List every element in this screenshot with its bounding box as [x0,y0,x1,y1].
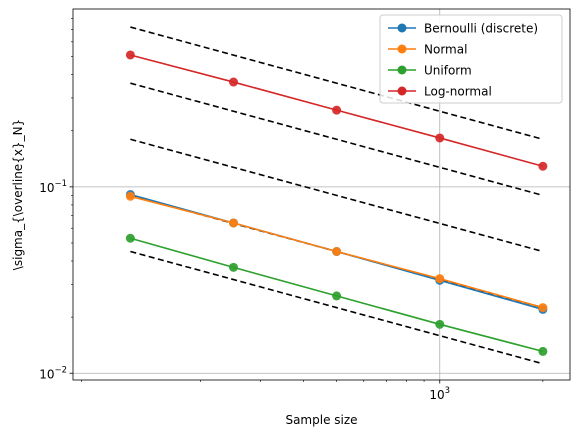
data-point [435,133,445,143]
data-point [229,218,239,228]
series-3 [125,233,548,356]
data-point [125,233,135,243]
legend-swatch-marker [397,86,407,96]
series-layer [125,50,548,356]
y-tick-exponent: −1 [54,179,67,189]
data-point [435,274,445,284]
data-point [229,262,239,272]
legend-label: Uniform [424,64,472,78]
data-point [435,319,445,329]
legend-box [379,14,563,104]
legend-entry: Normal [388,43,467,57]
axes-frame [72,8,571,381]
data-point [229,77,239,87]
y-axis-label: \sigma_{\overline{x}_N} [11,119,25,270]
data-point [538,303,548,313]
x-axis-label: Sample size [285,413,357,427]
data-point [538,161,548,171]
legend-label: Normal [424,43,467,57]
legend-entries: Bernoulli (discrete) Normal Uniform Log-nor… [388,22,538,99]
data-point [332,105,342,115]
series-2 [125,191,548,313]
data-point [332,246,342,256]
y-tick-exponent: −2 [54,365,67,375]
legend-entry: Uniform [388,64,472,78]
data-point [332,291,342,301]
legend-swatch-marker [397,23,407,33]
legend-label: Bernoulli (discrete) [424,22,538,36]
legend: Bernoulli (discrete) Normal Uniform Log-nor… [379,14,563,104]
data-point [125,50,135,60]
reference-line [130,250,544,365]
legend-entry: Log-normal [388,85,492,99]
legend-label: Log-normal [424,85,492,99]
reference-line [130,138,544,253]
legend-entry: Bernoulli (discrete) [388,22,538,36]
legend-swatch-marker [397,44,407,54]
legend-swatch-marker [397,65,407,75]
reference-line [130,26,544,141]
data-point [125,191,135,201]
reference-line [130,82,544,197]
x-tick-exponent: 3 [445,386,450,396]
data-point [538,346,548,356]
series-4 [125,50,548,171]
